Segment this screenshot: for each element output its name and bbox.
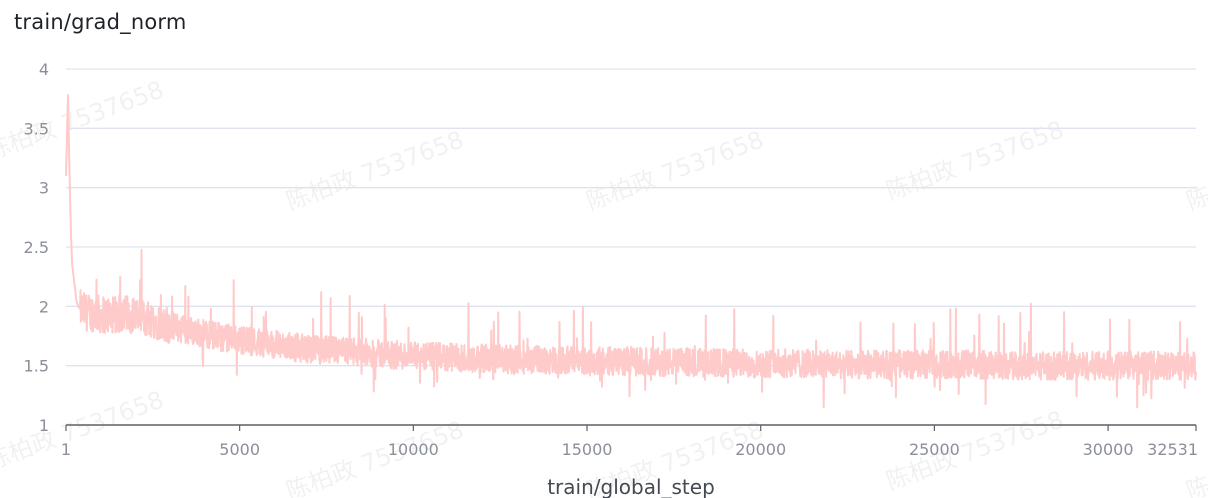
watermark-text: 陈柏政 7537658 <box>882 116 1067 206</box>
watermark-text: 陈柏政 7537658 <box>582 126 767 216</box>
x-tick-label: 15000 <box>562 440 613 459</box>
x-tick-label: 20000 <box>735 440 786 459</box>
grad-norm-series-line <box>65 94 1197 409</box>
gridlines <box>66 68 1196 367</box>
x-axis-ticks: 1 5000 10000 15000 20000 25000 30000 32531 <box>61 425 1198 459</box>
x-tick-label: 30000 <box>1083 440 1134 459</box>
y-tick-label: 4 <box>39 60 49 79</box>
y-axis-ticks: 1 1.5 2 2.5 3 3.5 4 <box>24 60 49 435</box>
y-tick-label: 2 <box>39 297 49 316</box>
y-tick-label: 2.5 <box>24 238 49 257</box>
y-tick-label: 1 <box>39 416 49 435</box>
x-tick-label: 1 <box>61 440 71 459</box>
x-tick-label: 25000 <box>909 440 960 459</box>
y-tick-label: 1.5 <box>24 357 49 376</box>
watermark-text: 陈柏政 7537658 <box>0 386 167 476</box>
y-tick-label: 3 <box>39 179 49 198</box>
x-tick-label: 10000 <box>388 440 439 459</box>
y-tick-label: 3.5 <box>24 119 49 138</box>
x-tick-label: 32531 <box>1147 440 1198 459</box>
chart-title: train/grad_norm <box>14 10 187 34</box>
x-axis-label: train/global_step <box>547 475 715 498</box>
watermark-text: 陈柏政 7537658 <box>1182 126 1208 216</box>
watermark-layer: 陈柏政 7537658 陈柏政 7537658 陈柏政 7537658 陈柏政 753… <box>0 76 1208 498</box>
watermark-text: 陈柏政 7537658 <box>282 126 467 216</box>
watermark-text: 陈柏政 7537658 <box>282 416 467 498</box>
x-tick-label: 5000 <box>219 440 260 459</box>
